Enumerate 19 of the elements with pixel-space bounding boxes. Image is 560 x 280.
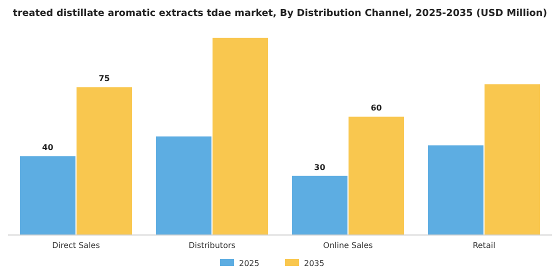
- data-label: 60: [370, 104, 382, 113]
- bar: [212, 38, 268, 235]
- bar: [484, 84, 540, 235]
- bar: [348, 116, 404, 235]
- bar: [76, 87, 132, 235]
- x-tick-label: Direct Sales: [52, 241, 100, 250]
- legend-label: 2035: [304, 259, 324, 268]
- data-label: 75: [98, 74, 110, 84]
- bar: [292, 176, 348, 235]
- bar: [156, 136, 212, 235]
- x-tick-label: Online Sales: [323, 241, 373, 250]
- x-tick-label: Distributors: [188, 241, 236, 250]
- x-tick-label: Retail: [472, 241, 496, 250]
- chart-title: treated distillate aromatic extracts tdae market, By Distribution Channel, 2025-2035 (USD Million): [12, 8, 548, 19]
- bar: [20, 156, 76, 235]
- data-label: 40: [42, 143, 54, 152]
- data-label: 30: [314, 162, 326, 172]
- bar: [428, 145, 484, 235]
- legend-label: 2025: [239, 259, 260, 268]
